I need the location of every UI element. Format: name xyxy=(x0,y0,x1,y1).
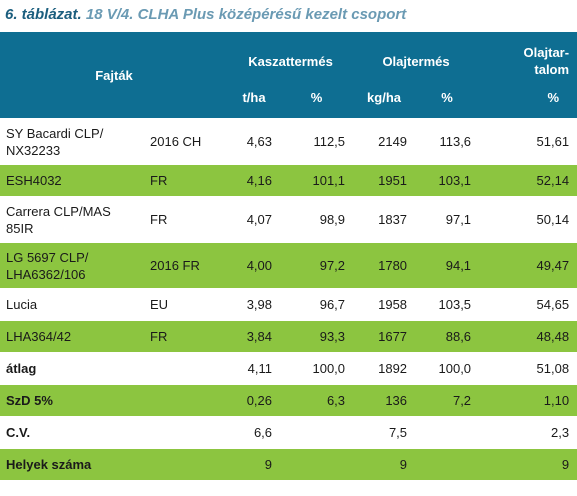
col-header-kaszattermes: Kaszattermés xyxy=(248,53,333,69)
origin-code: FR xyxy=(148,196,229,243)
unit-pct-2: % xyxy=(441,90,453,105)
origin-code: EU xyxy=(148,288,229,321)
yield-tha: 3,84 xyxy=(228,320,281,353)
oil-content: 50,14 xyxy=(479,196,577,243)
table-row: ESH4032 FR 4,16 101,1 1951 103,1 52,14 xyxy=(0,164,577,197)
yield-pct: 100,0 xyxy=(280,352,354,385)
yield-pct: 97,2 xyxy=(280,242,354,289)
oil-kgha: 1958 xyxy=(353,288,416,321)
table-title: 18 V/4. CLHA Plus középérésű kezelt csop… xyxy=(81,6,407,23)
summary-row-helyek: Helyek száma 9 9 9 xyxy=(0,448,577,480)
col-header-fajtak: Fajták xyxy=(95,67,133,83)
summary-label: C.V. xyxy=(0,416,229,449)
oil-kgha: 1780 xyxy=(353,242,416,289)
oil-content: 51,08 xyxy=(479,352,577,385)
table-row: Lucia EU 3,98 96,7 1958 103,5 54,65 xyxy=(0,288,577,321)
oil-pct: 100,0 xyxy=(415,352,480,385)
summary-label: átlag xyxy=(0,352,229,385)
yield-pct: 112,5 xyxy=(280,118,354,165)
results-table: Fajták Kaszattermés Olajtermés Olajtar- … xyxy=(0,32,577,480)
table-caption: 6. táblázat. 18 V/4. CLHA Plus középérés… xyxy=(5,4,575,28)
oil-pct: 7,2 xyxy=(415,384,480,417)
variety-name: SY Bacardi CLP/NX32233 xyxy=(0,118,148,165)
oil-kgha: 7,5 xyxy=(353,416,416,449)
oil-content: 54,65 xyxy=(479,288,577,321)
oil-content: 9 xyxy=(479,448,577,480)
col-header-olajtartalom: Olajtar- talom xyxy=(479,32,577,90)
unit-pct-3: % xyxy=(547,90,560,105)
oil-content: 52,14 xyxy=(479,164,577,197)
summary-row-atlag: átlag 4,11 100,0 1892 100,0 51,08 xyxy=(0,352,577,385)
oil-content: 1,10 xyxy=(479,384,577,417)
yield-pct: 98,9 xyxy=(280,196,354,243)
summary-row-szd: SzD 5% 0,26 6,3 136 7,2 1,10 xyxy=(0,384,577,417)
summary-label: Helyek száma xyxy=(0,448,229,480)
origin-code: FR xyxy=(148,320,229,353)
origin-code: 2016 CH xyxy=(148,118,229,165)
table-number: 6. táblázat. xyxy=(5,6,82,23)
yield-pct: 96,7 xyxy=(280,288,354,321)
origin-code: FR xyxy=(148,164,229,197)
oil-pct: 94,1 xyxy=(415,242,480,289)
table-row: SY Bacardi CLP/NX32233 2016 CH 4,63 112,… xyxy=(0,118,577,165)
yield-tha: 4,63 xyxy=(228,118,281,165)
yield-pct xyxy=(280,416,354,449)
oil-pct xyxy=(415,448,480,480)
variety-name: LHA364/42 xyxy=(0,320,148,353)
yield-tha: 4,07 xyxy=(228,196,281,243)
oil-kgha: 1892 xyxy=(353,352,416,385)
variety-name: ESH4032 xyxy=(0,164,148,197)
yield-tha: 6,6 xyxy=(228,416,281,449)
oil-kgha: 136 xyxy=(353,384,416,417)
table-row: LHA364/42 FR 3,84 93,3 1677 88,6 48,48 xyxy=(0,320,577,353)
oil-pct xyxy=(415,416,480,449)
yield-pct: 6,3 xyxy=(280,384,354,417)
yield-tha: 4,16 xyxy=(228,164,281,197)
oil-pct: 103,1 xyxy=(415,164,480,197)
col-header-olajtermes: Olajtermés xyxy=(382,53,450,69)
yield-tha: 4,00 xyxy=(228,242,281,289)
olajtartalom-line1: Olajtar- xyxy=(523,45,570,60)
table-row: Carrera CLP/MAS 85IR FR 4,07 98,9 1837 97… xyxy=(0,196,577,243)
yield-tha: 3,98 xyxy=(228,288,281,321)
oil-kgha: 1677 xyxy=(353,320,416,353)
oil-kgha: 9 xyxy=(353,448,416,480)
olajtartalom-line2: talom xyxy=(534,62,570,77)
oil-kgha: 1951 xyxy=(353,164,416,197)
oil-kgha: 2149 xyxy=(353,118,416,165)
variety-name: LG 5697 CLP/LHA6362/106 xyxy=(0,242,148,289)
oil-pct: 97,1 xyxy=(415,196,480,243)
oil-content: 51,61 xyxy=(479,118,577,165)
header-row-1: Fajták Kaszattermés Olajtermés Olajtar- … xyxy=(0,32,577,90)
oil-content: 49,47 xyxy=(479,242,577,289)
origin-code: 2016 FR xyxy=(148,242,229,289)
table-row: LG 5697 CLP/LHA6362/106 2016 FR 4,00 97,… xyxy=(0,242,577,289)
oil-content: 2,3 xyxy=(479,416,577,449)
oil-pct: 113,6 xyxy=(415,118,480,165)
oil-kgha: 1837 xyxy=(353,196,416,243)
yield-pct: 93,3 xyxy=(280,320,354,353)
oil-pct: 103,5 xyxy=(415,288,480,321)
summary-label: SzD 5% xyxy=(0,384,229,417)
unit-pct-1: % xyxy=(310,90,323,105)
yield-tha: 0,26 xyxy=(228,384,281,417)
yield-pct: 101,1 xyxy=(280,164,354,197)
oil-pct: 88,6 xyxy=(415,320,480,353)
yield-tha: 9 xyxy=(228,448,281,480)
summary-row-cv: C.V. 6,6 7,5 2,3 xyxy=(0,416,577,449)
oil-content: 48,48 xyxy=(479,320,577,353)
yield-tha: 4,11 xyxy=(228,352,281,385)
yield-pct xyxy=(280,448,354,480)
unit-kgha: kg/ha xyxy=(367,90,402,105)
unit-tha: t/ha xyxy=(242,90,266,105)
variety-name: Carrera CLP/MAS 85IR xyxy=(0,196,148,243)
variety-name: Lucia xyxy=(0,288,148,321)
